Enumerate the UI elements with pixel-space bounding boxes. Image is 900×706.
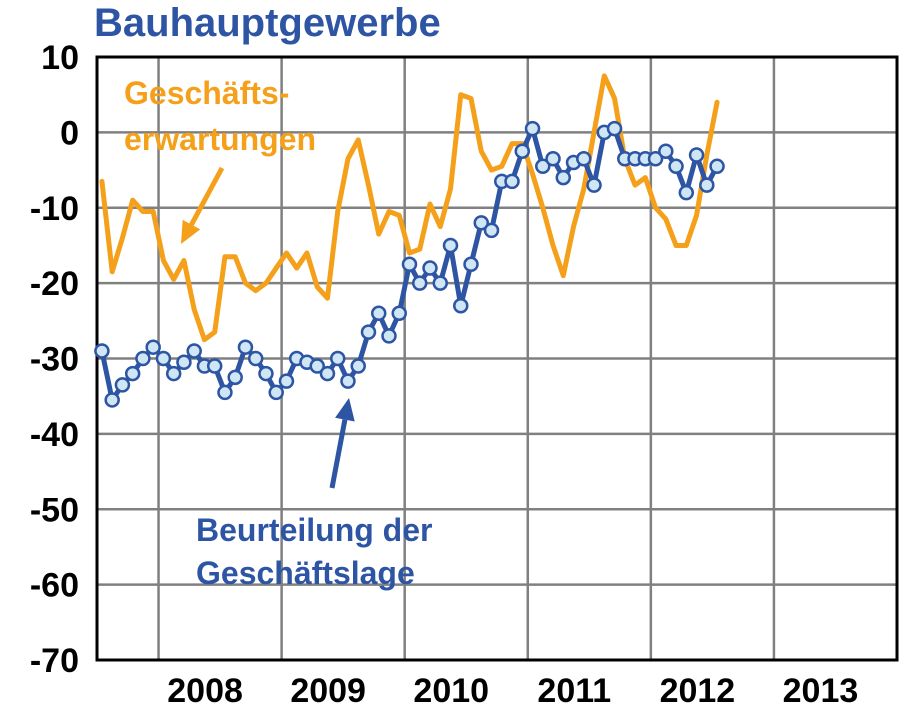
data-point bbox=[453, 297, 469, 314]
data-point bbox=[340, 373, 356, 389]
data-point bbox=[104, 392, 120, 408]
y-tick-label: 10 bbox=[41, 39, 79, 77]
data-point bbox=[504, 173, 520, 190]
x-tick-label: 2013 bbox=[783, 672, 859, 706]
x-tick-label: 2008 bbox=[167, 672, 243, 706]
data-point bbox=[391, 305, 407, 322]
y-tick-label: 0 bbox=[60, 114, 79, 152]
data-point bbox=[658, 143, 674, 159]
data-point bbox=[268, 384, 284, 401]
plot-frame bbox=[95, 55, 899, 662]
data-point bbox=[381, 328, 397, 344]
y-tick-label: -60 bbox=[30, 567, 79, 605]
arrow-geschaeftserwartungen bbox=[181, 166, 225, 244]
data-point bbox=[524, 120, 541, 137]
x-tick-label: 2009 bbox=[290, 672, 366, 706]
data-point bbox=[258, 365, 274, 382]
label-geschaeftslage-line1: Beurteilung der bbox=[196, 512, 432, 548]
data-point bbox=[360, 324, 377, 340]
y-tick-labels: 10 0 -10 -20 -30 -40 -50 -60 -70 bbox=[30, 39, 79, 680]
data-point bbox=[483, 222, 500, 239]
label-geschaeftserwartungen-line2: erwartungen bbox=[124, 121, 316, 157]
data-point bbox=[668, 158, 684, 175]
y-tick-label: -30 bbox=[30, 341, 79, 379]
data-point bbox=[411, 275, 428, 291]
data-point bbox=[586, 177, 602, 193]
data-point bbox=[329, 350, 346, 367]
data-point bbox=[514, 143, 531, 159]
y-tick-label: -20 bbox=[30, 265, 79, 303]
data-point bbox=[545, 151, 561, 167]
data-point bbox=[709, 158, 725, 175]
data-point bbox=[555, 169, 572, 186]
series-geschaeftslage bbox=[94, 120, 725, 408]
data-point bbox=[227, 369, 243, 386]
data-point bbox=[606, 120, 623, 137]
arrow-geschaeftslage bbox=[329, 398, 355, 489]
data-point bbox=[319, 365, 336, 382]
data-point bbox=[114, 377, 131, 393]
x-tick-label: 2010 bbox=[413, 672, 489, 706]
x-tick-labels: 2008 2009 2010 2011 2012 2013 bbox=[167, 672, 858, 706]
data-point bbox=[699, 177, 715, 193]
data-point bbox=[176, 354, 192, 371]
data-point bbox=[576, 151, 592, 167]
series-geschaeftserwartungen bbox=[99, 73, 720, 343]
data-point bbox=[688, 147, 705, 163]
grid-lines bbox=[97, 55, 897, 662]
data-point bbox=[401, 256, 418, 273]
data-point bbox=[206, 358, 223, 374]
y-tick-label: -40 bbox=[30, 416, 79, 454]
data-point bbox=[370, 305, 387, 322]
data-point bbox=[535, 158, 551, 175]
y-tick-label: -50 bbox=[30, 491, 79, 529]
data-point bbox=[432, 275, 448, 291]
annotations: Geschäfts- erwartungen Beurteilung der G… bbox=[124, 75, 432, 591]
data-point bbox=[124, 365, 141, 382]
data-point bbox=[186, 343, 202, 359]
data-point bbox=[463, 256, 479, 273]
data-point bbox=[165, 365, 182, 382]
data-point bbox=[647, 151, 664, 167]
data-point bbox=[278, 373, 295, 389]
data-point bbox=[442, 237, 459, 254]
data-point bbox=[155, 350, 172, 367]
arrow-shaft bbox=[189, 166, 225, 226]
series-line-geschaeftserwartungen bbox=[99, 73, 720, 343]
data-point bbox=[94, 343, 110, 359]
axes bbox=[95, 55, 899, 662]
data-point bbox=[217, 384, 233, 401]
x-tick-label: 2012 bbox=[660, 672, 736, 706]
y-tick-label: -70 bbox=[30, 642, 79, 680]
y-tick-label: -10 bbox=[30, 190, 79, 228]
x-tick-label: 2011 bbox=[537, 672, 611, 706]
label-geschaeftslage-line2: Geschäftslage bbox=[196, 555, 415, 591]
arrow-shaft bbox=[329, 419, 348, 489]
data-point bbox=[350, 358, 366, 374]
data-point bbox=[247, 350, 264, 367]
chart-title: Bauhauptgewerbe bbox=[94, 1, 441, 45]
label-geschaeftserwartungen-line1: Geschäfts- bbox=[124, 75, 289, 111]
data-point bbox=[422, 260, 438, 276]
arrow-head bbox=[335, 398, 355, 422]
data-point bbox=[237, 339, 254, 355]
data-point bbox=[145, 339, 161, 355]
arrow-head bbox=[181, 219, 201, 244]
data-point bbox=[678, 184, 695, 201]
data-point bbox=[473, 215, 490, 231]
data-point bbox=[135, 350, 151, 367]
data-point bbox=[309, 358, 325, 374]
